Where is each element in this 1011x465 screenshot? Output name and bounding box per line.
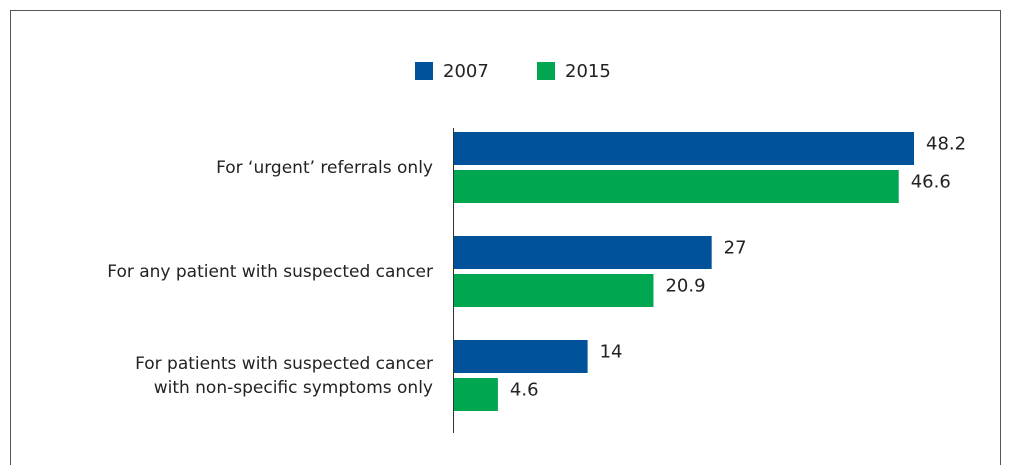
bar (454, 274, 654, 307)
legend-label: 2007 (443, 61, 489, 82)
category-label: For any patient with suspected cancer (107, 261, 433, 282)
value-label: 4.6 (510, 380, 539, 401)
value-label: 48.2 (926, 134, 966, 155)
legend-swatch (415, 62, 433, 80)
value-label: 46.6 (911, 172, 951, 193)
legend-label: 2015 (565, 61, 611, 82)
category-label: For patients with suspected cancer with … (135, 353, 433, 398)
value-label: 27 (724, 238, 747, 259)
bar (454, 236, 712, 269)
value-label: 20.9 (665, 276, 705, 297)
category-label: For ‘urgent’ referrals only (216, 157, 433, 178)
frame (10, 10, 1001, 465)
bar (454, 132, 914, 165)
bar (454, 340, 588, 373)
bar (454, 170, 899, 203)
bar (454, 378, 498, 411)
legend-swatch (537, 62, 555, 80)
value-label: 14 (600, 342, 623, 363)
